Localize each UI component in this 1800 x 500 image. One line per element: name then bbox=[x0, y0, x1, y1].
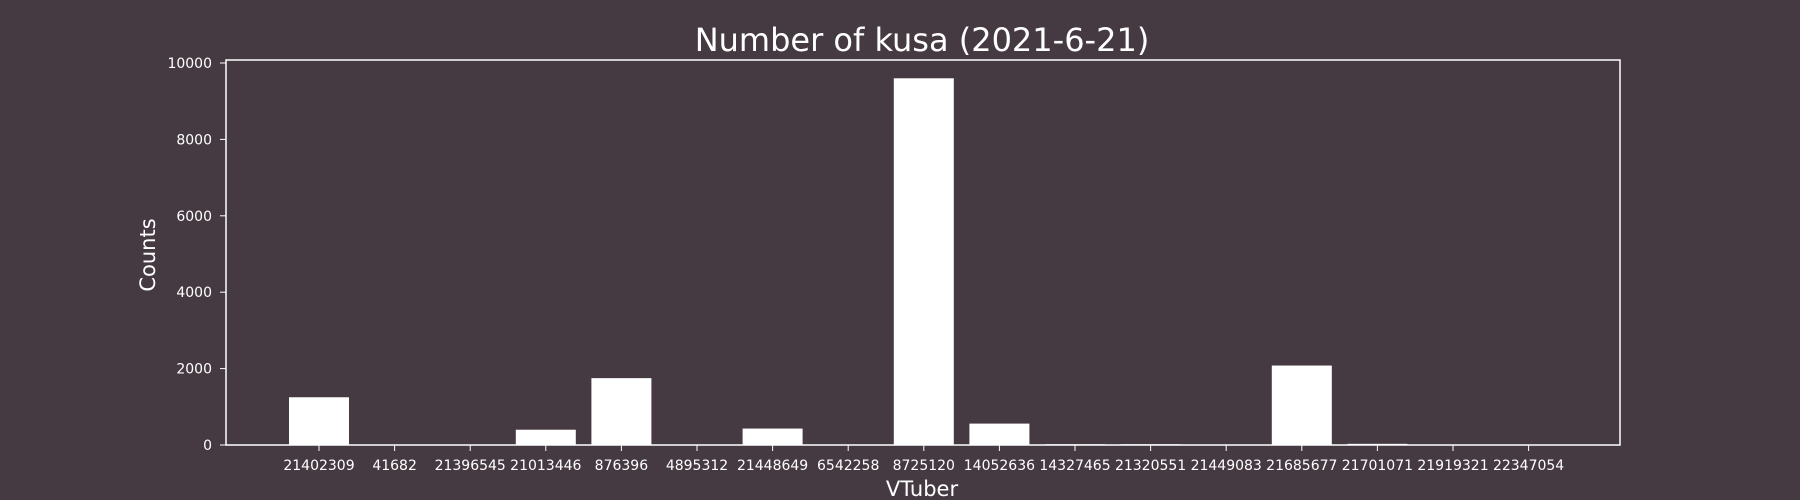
x-tick-label: 21448649 bbox=[737, 458, 808, 474]
x-tick-label: 21701071 bbox=[1342, 458, 1413, 474]
bar-14052636 bbox=[969, 423, 1030, 445]
x-tick-label: 4895312 bbox=[666, 458, 728, 474]
bar-21448649 bbox=[742, 428, 803, 445]
bars-layer bbox=[289, 78, 1408, 445]
x-tick-label: 14327465 bbox=[1039, 458, 1110, 474]
x-tick-label: 22347054 bbox=[1493, 458, 1564, 474]
x-tick-label: 21013446 bbox=[510, 458, 581, 474]
bar-21013446 bbox=[515, 429, 576, 445]
y-axis-title: Counts bbox=[136, 218, 160, 291]
chart-title: Number of kusa (2021-6-21) bbox=[695, 21, 1150, 59]
bar-876396 bbox=[591, 378, 652, 445]
x-tick-label: 21685677 bbox=[1266, 458, 1337, 474]
y-tick-label: 6000 bbox=[176, 209, 212, 225]
bar-8725120 bbox=[893, 78, 954, 445]
x-tick-label: 14052636 bbox=[964, 458, 1035, 474]
x-tick-label: 8725120 bbox=[893, 458, 955, 474]
x-tick-label: 21396545 bbox=[435, 458, 506, 474]
bar-21402309 bbox=[289, 397, 349, 445]
y-tick-label: 10000 bbox=[167, 56, 212, 72]
y-ticks-layer: 0 2000 4000 6000 8000 10000 bbox=[167, 56, 226, 454]
x-tick-label: 6542258 bbox=[817, 458, 879, 474]
y-tick-label: 4000 bbox=[176, 285, 212, 301]
x-axis-title: VTuber bbox=[886, 477, 959, 500]
plot-frame bbox=[225, 59, 1621, 446]
x-tick-label: 21449083 bbox=[1191, 458, 1262, 474]
x-tick-label: 41682 bbox=[372, 458, 417, 474]
y-tick-label: 8000 bbox=[176, 132, 212, 148]
x-tick-label: 21402309 bbox=[283, 458, 354, 474]
x-tick-label: 21919321 bbox=[1417, 458, 1488, 474]
bar-21685677 bbox=[1271, 365, 1332, 445]
y-tick-label: 0 bbox=[203, 438, 212, 454]
x-tick-label: 21320551 bbox=[1115, 458, 1186, 474]
y-tick-label: 2000 bbox=[176, 362, 212, 378]
x-tick-label: 876396 bbox=[595, 458, 649, 474]
x-ticks-layer: 21402309 41682 21396545 21013446 876396 48953… bbox=[283, 445, 1564, 474]
